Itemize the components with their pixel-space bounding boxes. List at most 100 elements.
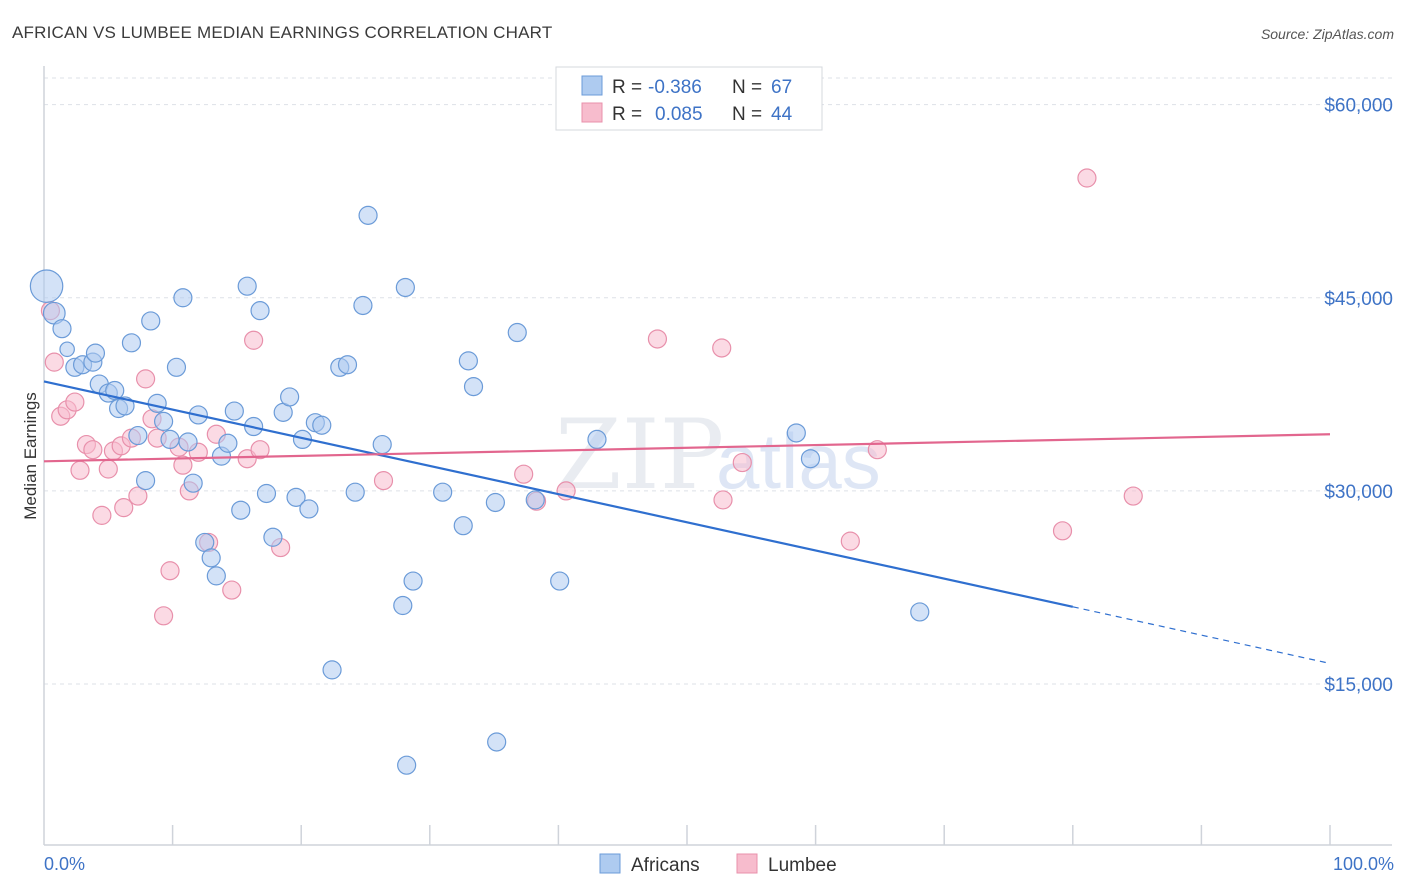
- point-lumbee: [128, 486, 148, 506]
- point-lumbee: [70, 460, 90, 480]
- point-lumbee: [160, 561, 180, 581]
- point-africans: [403, 571, 423, 591]
- point-africans: [453, 516, 473, 536]
- y-tick-label: $30,000: [1324, 482, 1393, 503]
- point-africans: [263, 527, 283, 547]
- trend-lines: [43, 380, 1331, 665]
- point-lumbee: [713, 490, 733, 510]
- stats-legend: R = -0.386 N = 67 R = 0.085 N = 44: [555, 66, 823, 131]
- point-africans: [147, 393, 167, 413]
- point-africans: [525, 490, 545, 510]
- point-lumbee: [135, 369, 156, 389]
- point-africans: [312, 415, 332, 435]
- point-africans: [485, 492, 505, 513]
- series-legend-swatch-africans: [599, 853, 621, 874]
- point-africans: [121, 333, 142, 353]
- point-africans: [786, 423, 806, 443]
- point-lumbee: [1077, 168, 1097, 188]
- y-tick-labels: $60,000 $45,000 $30,000 $15,000: [1324, 96, 1393, 696]
- chart-source: Source: ZipAtlas.com: [1261, 26, 1394, 42]
- point-lumbee: [712, 338, 732, 358]
- legend-r-label: R =: [612, 104, 642, 125]
- series-legend-swatch-lumbee: [736, 853, 758, 874]
- x-tick-label-min: 0.0%: [44, 854, 85, 874]
- point-lumbee: [65, 392, 85, 412]
- point-lumbee: [867, 440, 887, 460]
- point-africans: [206, 566, 226, 586]
- legend-r-label: R =: [612, 77, 642, 98]
- watermark-zip: ZIP: [555, 399, 724, 511]
- legend-swatch-africans: [581, 75, 603, 96]
- chart-title: AFRICAN VS LUMBEE MEDIAN EARNINGS CORREL…: [12, 23, 552, 42]
- point-africans: [337, 355, 358, 375]
- point-africans: [135, 471, 156, 491]
- y-tick-label: $15,000: [1324, 675, 1393, 696]
- point-lumbee: [373, 471, 394, 491]
- point-lumbee: [732, 452, 752, 473]
- legend-n-label: N =: [732, 77, 762, 98]
- point-lumbee: [840, 531, 860, 551]
- point-lumbee: [83, 440, 103, 460]
- point-lumbee: [173, 455, 193, 475]
- point-lumbee: [153, 606, 174, 626]
- series-legend: Africans Lumbee: [599, 853, 837, 876]
- y-tick-label: $60,000: [1324, 96, 1393, 117]
- point-africans: [178, 432, 198, 452]
- point-africans: [358, 205, 378, 225]
- point-africans: [433, 482, 453, 502]
- x-tick-label-max: 100.0%: [1333, 854, 1394, 874]
- point-africans: [59, 341, 75, 358]
- point-africans: [218, 433, 238, 453]
- legend-r-value: -0.386: [648, 77, 702, 98]
- trend-line-lumbee: [43, 433, 1331, 463]
- point-africans: [128, 425, 148, 446]
- point-africans: [910, 602, 930, 622]
- point-lumbee: [114, 498, 134, 518]
- point-africans: [353, 295, 373, 316]
- point-africans: [286, 487, 306, 507]
- point-africans: [507, 322, 527, 343]
- legend-n-label: N =: [732, 104, 762, 125]
- point-africans: [29, 269, 64, 303]
- legend-r-value: 0.085: [655, 104, 703, 125]
- y-tick-label: $45,000: [1324, 289, 1393, 310]
- point-lumbee: [92, 505, 112, 525]
- point-africans: [52, 319, 72, 339]
- point-africans: [587, 429, 607, 450]
- point-lumbee: [250, 440, 270, 460]
- point-africans: [395, 277, 415, 298]
- point-africans: [372, 434, 392, 455]
- point-africans: [393, 595, 413, 616]
- point-lumbee: [1052, 521, 1073, 541]
- point-africans: [345, 482, 365, 502]
- point-lumbee: [222, 580, 242, 600]
- point-africans: [322, 660, 342, 680]
- y-axis-label: Median Earnings: [21, 392, 40, 520]
- point-africans: [201, 548, 221, 568]
- point-africans: [463, 377, 484, 397]
- point-africans: [231, 500, 251, 520]
- point-africans: [166, 357, 187, 377]
- trend-line-africans-extension: [1072, 606, 1331, 665]
- point-lumbee: [514, 464, 534, 484]
- point-africans: [550, 571, 570, 591]
- legend-n-value: 44: [771, 104, 793, 125]
- point-africans: [256, 483, 277, 504]
- point-africans: [153, 411, 174, 431]
- gridlines: [44, 77, 1392, 685]
- legend-swatch-lumbee: [581, 102, 603, 123]
- point-africans: [173, 288, 193, 308]
- point-africans: [237, 276, 257, 296]
- point-africans: [299, 499, 319, 519]
- point-lumbee: [44, 352, 64, 372]
- points: [29, 168, 1143, 775]
- point-africans: [224, 401, 244, 421]
- legend-n-value: 67: [771, 77, 792, 98]
- point-lumbee: [1123, 486, 1143, 506]
- point-lumbee: [647, 329, 668, 349]
- point-lumbee: [98, 459, 118, 479]
- point-africans: [800, 449, 821, 469]
- series-legend-label-africans: Africans: [631, 855, 700, 876]
- point-africans: [160, 429, 180, 450]
